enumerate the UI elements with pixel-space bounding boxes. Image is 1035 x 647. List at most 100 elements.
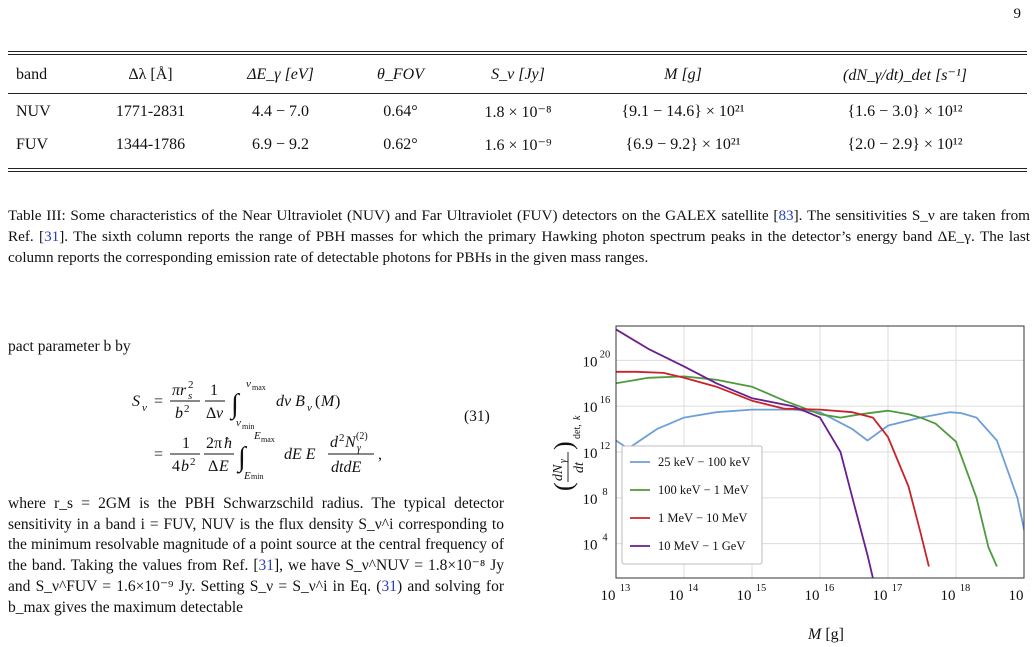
table-caption: Table III: Some characteristics of the N…	[8, 205, 1030, 268]
x-tick-label: 10	[805, 588, 820, 604]
citation-link[interactable]: 31	[44, 228, 60, 245]
table-cell: 1344-1786	[115, 135, 186, 153]
table-cell: {1.6 − 3.0} × 10¹²	[847, 102, 963, 120]
series-line-4	[616, 328, 874, 578]
y-tick-exponent: 8	[602, 487, 607, 498]
table-cell: FUV	[16, 135, 49, 153]
table-bottom-rule-2	[8, 171, 1027, 172]
characteristics-table: band Δλ [Å] ΔE_γ [eV] θ_FOV S_ν [Jy] M […	[8, 58, 1027, 161]
svg-text:2: 2	[190, 456, 196, 468]
table-top-rule-2	[8, 54, 1027, 55]
header-cell: M [g]	[664, 65, 702, 83]
body-text-line: pact parameter b by	[8, 338, 131, 355]
paragraph-text: where r_s = 2GM is the PBH Schwarzschild…	[8, 495, 504, 575]
x-tick-label: 10	[669, 588, 684, 604]
body-paragraph: where r_s = 2GM is the PBH Schwarzschild…	[8, 494, 504, 618]
svg-text:∫: ∫	[236, 442, 248, 474]
svg-text:ν: ν	[246, 378, 251, 390]
svg-text:): )	[335, 393, 340, 410]
equation-number: (31)	[464, 408, 490, 425]
x-tick-exponent: 19	[1028, 583, 1029, 594]
table-cell: 6.9 − 9.2	[251, 135, 310, 153]
svg-text:Δ: Δ	[206, 405, 216, 422]
x-tick-label: 10	[737, 588, 752, 604]
header-cell: θ_FOV	[377, 65, 424, 83]
table-top-rule	[8, 51, 1027, 52]
y-tick-label: 10	[583, 538, 598, 554]
table-cell: 1771-2831	[115, 102, 186, 120]
series-line-1	[616, 408, 1024, 534]
svg-text:dν B: dν B	[276, 393, 305, 410]
svg-text:γ: γ	[357, 443, 362, 454]
y-tick-exponent: 4	[602, 533, 608, 544]
caption-text: Table III: Some characteristics of the N…	[8, 207, 779, 224]
svg-text:πr: πr	[172, 382, 187, 399]
x-tick-exponent: 14	[688, 583, 699, 594]
chart-legend: 25 keV − 100 keV 100 keV − 1 MeV 1 MeV − 1…	[621, 445, 763, 565]
table-cell: 1.8 × 10⁻⁸	[484, 103, 552, 121]
citation-link[interactable]: 83	[778, 207, 794, 224]
table-cell: 4.4 − 7.0	[251, 102, 310, 120]
table-cell: 0.64°	[383, 102, 418, 120]
svg-text:dt: dt	[572, 461, 587, 473]
svg-text:d: d	[330, 434, 339, 451]
svg-text:dtdE: dtdE	[331, 459, 361, 476]
svg-text:min: min	[251, 472, 263, 479]
svg-text:ν: ν	[236, 417, 241, 429]
x-tick-label: 10	[601, 588, 616, 604]
svg-text:max: max	[261, 435, 275, 444]
svg-text:=: =	[154, 393, 163, 410]
header-cell: ΔE_γ [eV]	[247, 65, 314, 83]
svg-text:ν: ν	[216, 405, 224, 422]
svg-text:(2): (2)	[356, 431, 368, 442]
y-tick-label: 10	[583, 446, 598, 462]
legend-label: 1 MeV − 10 MeV	[658, 511, 747, 525]
svg-text:b: b	[181, 458, 189, 475]
detection-rate-chart: 1013101410151016101710181019 10410810121…	[549, 325, 1029, 643]
svg-text:(: (	[315, 393, 320, 410]
x-tick-exponent: 13	[620, 583, 631, 594]
y-tick-label: 10	[583, 354, 598, 370]
svg-text:∫: ∫	[229, 389, 241, 421]
svg-text:2π: 2π	[206, 435, 222, 452]
table-row-nuv: NUV 1771-2831 4.4 − 7.0 0.64° 1.8 × 10⁻⁸…	[8, 95, 1027, 128]
svg-text:1: 1	[210, 382, 218, 399]
svg-text:1: 1	[182, 435, 190, 452]
caption-text: ]. The sensitivities S_ν are taken from …	[8, 207, 1030, 245]
page-number: 9	[1013, 6, 1022, 22]
svg-text:b: b	[175, 405, 183, 422]
equation-link[interactable]: 31	[381, 577, 397, 595]
paragraph-text: ) and solving for b_max gives the maximu…	[8, 577, 504, 616]
svg-text:E: E	[243, 470, 251, 479]
table-header-rule	[8, 93, 1027, 94]
legend-label: 100 keV − 1 MeV	[658, 483, 749, 497]
svg-text:Δ: Δ	[208, 458, 218, 475]
citation-link[interactable]: 31	[258, 557, 275, 575]
svg-text:N: N	[344, 434, 357, 451]
x-tick-exponent: 18	[960, 583, 971, 594]
y-tick-exponent: 12	[600, 441, 611, 452]
svg-text:M: M	[320, 393, 336, 410]
svg-text:4: 4	[172, 458, 180, 475]
table-cell: 1.6 × 10⁻⁹	[484, 136, 552, 154]
legend-box	[621, 445, 763, 565]
svg-text:): )	[549, 441, 578, 450]
header-cell: Δλ [Å]	[128, 65, 173, 83]
svg-text:,: ,	[378, 446, 382, 463]
y-tick-exponent: 20	[600, 349, 611, 360]
table-cell: {2.0 − 2.9} × 10¹²	[847, 135, 963, 153]
x-tick-label: 10	[873, 588, 888, 604]
y-tick-exponent: 16	[600, 395, 611, 406]
svg-text:s: s	[188, 390, 192, 402]
svg-text:det,: det,	[572, 424, 583, 439]
table-header-row: band Δλ [Å] ΔE_γ [eV] θ_FOV S_ν [Jy] M […	[8, 58, 1027, 91]
table-cell: NUV	[16, 102, 51, 120]
caption-text: ]. The sixth column reports the range of…	[8, 228, 1030, 266]
chart-series-group	[616, 328, 1024, 578]
svg-text:k: k	[572, 415, 583, 420]
legend-label: 10 MeV − 1 GeV	[658, 539, 745, 553]
legend-label: 25 keV − 100 keV	[658, 455, 750, 469]
svg-text:(: (	[549, 482, 578, 491]
svg-text:S: S	[132, 393, 140, 410]
